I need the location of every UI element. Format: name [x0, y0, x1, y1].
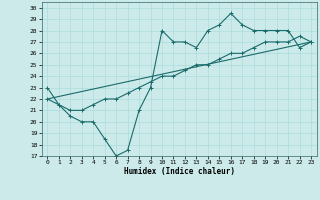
X-axis label: Humidex (Indice chaleur): Humidex (Indice chaleur) [124, 167, 235, 176]
